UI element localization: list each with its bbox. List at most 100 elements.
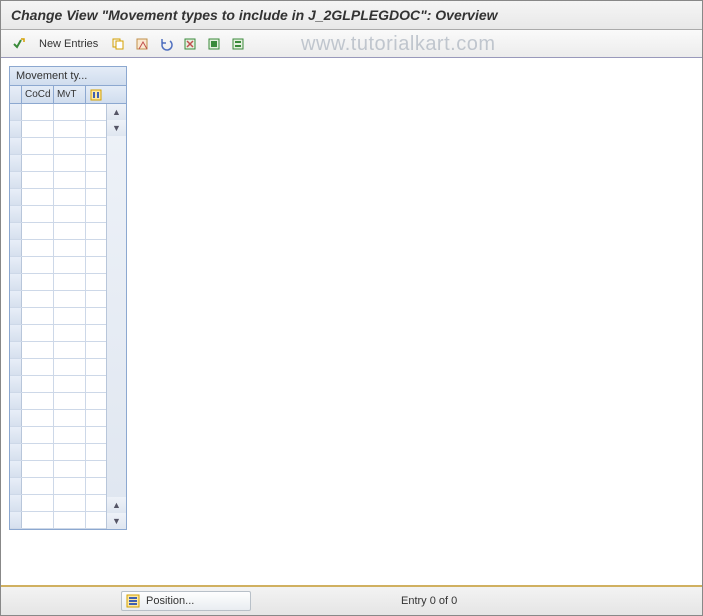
cell-mvt[interactable] [54, 478, 86, 494]
table-row[interactable] [10, 427, 106, 444]
cell-cocd[interactable] [22, 308, 54, 324]
cell-cocd[interactable] [22, 257, 54, 273]
row-selector[interactable] [10, 461, 22, 477]
cell-cocd[interactable] [22, 461, 54, 477]
cell-mvt[interactable] [54, 512, 86, 528]
cell-mvt[interactable] [54, 410, 86, 426]
table-row[interactable] [10, 444, 106, 461]
row-selector[interactable] [10, 138, 22, 154]
cell-cocd[interactable] [22, 155, 54, 171]
scroll-up-bottom-button[interactable]: ▲ [107, 497, 126, 513]
table-row[interactable] [10, 308, 106, 325]
table-row[interactable] [10, 376, 106, 393]
select-block-button[interactable] [228, 34, 248, 54]
table-row[interactable] [10, 240, 106, 257]
cell-cocd[interactable] [22, 240, 54, 256]
cell-mvt[interactable] [54, 393, 86, 409]
cell-cocd[interactable] [22, 325, 54, 341]
table-row[interactable] [10, 495, 106, 512]
row-selector[interactable] [10, 189, 22, 205]
row-selector[interactable] [10, 121, 22, 137]
cell-mvt[interactable] [54, 342, 86, 358]
row-selector[interactable] [10, 376, 22, 392]
row-selector[interactable] [10, 342, 22, 358]
cell-mvt[interactable] [54, 257, 86, 273]
table-row[interactable] [10, 342, 106, 359]
scroll-down-bottom-button[interactable]: ▼ [107, 513, 126, 529]
cell-mvt[interactable] [54, 274, 86, 290]
cell-mvt[interactable] [54, 155, 86, 171]
row-selector[interactable] [10, 427, 22, 443]
row-selector[interactable] [10, 410, 22, 426]
cell-cocd[interactable] [22, 342, 54, 358]
cell-mvt[interactable] [54, 495, 86, 511]
table-row[interactable] [10, 461, 106, 478]
cell-mvt[interactable] [54, 359, 86, 375]
table-row[interactable] [10, 291, 106, 308]
copy-button[interactable] [108, 34, 128, 54]
row-selector[interactable] [10, 325, 22, 341]
save-variant-button[interactable] [132, 34, 152, 54]
cell-cocd[interactable] [22, 274, 54, 290]
scroll-track[interactable] [107, 136, 126, 497]
delete-button[interactable] [180, 34, 200, 54]
cell-mvt[interactable] [54, 172, 86, 188]
cell-cocd[interactable] [22, 138, 54, 154]
cell-cocd[interactable] [22, 223, 54, 239]
table-row[interactable] [10, 393, 106, 410]
cell-mvt[interactable] [54, 189, 86, 205]
row-selector[interactable] [10, 393, 22, 409]
row-selector[interactable] [10, 444, 22, 460]
row-selector[interactable] [10, 257, 22, 273]
row-selector[interactable] [10, 495, 22, 511]
cell-mvt[interactable] [54, 223, 86, 239]
cell-mvt[interactable] [54, 308, 86, 324]
row-selector[interactable] [10, 104, 22, 120]
cell-cocd[interactable] [22, 206, 54, 222]
table-row[interactable] [10, 512, 106, 529]
row-selector[interactable] [10, 223, 22, 239]
table-row[interactable] [10, 121, 106, 138]
table-row[interactable] [10, 359, 106, 376]
cell-mvt[interactable] [54, 240, 86, 256]
scroll-down-button[interactable]: ▼ [107, 120, 126, 136]
header-mvt[interactable]: MvT [54, 86, 86, 103]
header-select-col[interactable] [10, 86, 22, 103]
cell-cocd[interactable] [22, 478, 54, 494]
table-row[interactable] [10, 104, 106, 121]
row-selector[interactable] [10, 308, 22, 324]
table-row[interactable] [10, 138, 106, 155]
new-entries-button[interactable]: New Entries [33, 36, 104, 52]
cell-cocd[interactable] [22, 291, 54, 307]
table-row[interactable] [10, 274, 106, 291]
position-button[interactable]: Position... [121, 591, 251, 611]
cell-mvt[interactable] [54, 376, 86, 392]
check-button[interactable] [9, 34, 29, 54]
cell-cocd[interactable] [22, 172, 54, 188]
cell-cocd[interactable] [22, 359, 54, 375]
cell-mvt[interactable] [54, 138, 86, 154]
row-selector[interactable] [10, 359, 22, 375]
cell-cocd[interactable] [22, 444, 54, 460]
cell-mvt[interactable] [54, 104, 86, 120]
cell-mvt[interactable] [54, 206, 86, 222]
cell-cocd[interactable] [22, 410, 54, 426]
select-all-button[interactable] [204, 34, 224, 54]
row-selector[interactable] [10, 274, 22, 290]
table-row[interactable] [10, 478, 106, 495]
header-cocd[interactable]: CoCd [22, 86, 54, 103]
table-row[interactable] [10, 155, 106, 172]
cell-cocd[interactable] [22, 376, 54, 392]
cell-cocd[interactable] [22, 121, 54, 137]
cell-cocd[interactable] [22, 189, 54, 205]
cell-mvt[interactable] [54, 427, 86, 443]
vertical-scrollbar[interactable]: ▲ ▼ ▲ ▼ [106, 104, 126, 529]
table-row[interactable] [10, 206, 106, 223]
cell-mvt[interactable] [54, 291, 86, 307]
cell-mvt[interactable] [54, 444, 86, 460]
row-selector[interactable] [10, 291, 22, 307]
table-row[interactable] [10, 172, 106, 189]
cell-cocd[interactable] [22, 427, 54, 443]
table-row[interactable] [10, 410, 106, 427]
undo-button[interactable] [156, 34, 176, 54]
